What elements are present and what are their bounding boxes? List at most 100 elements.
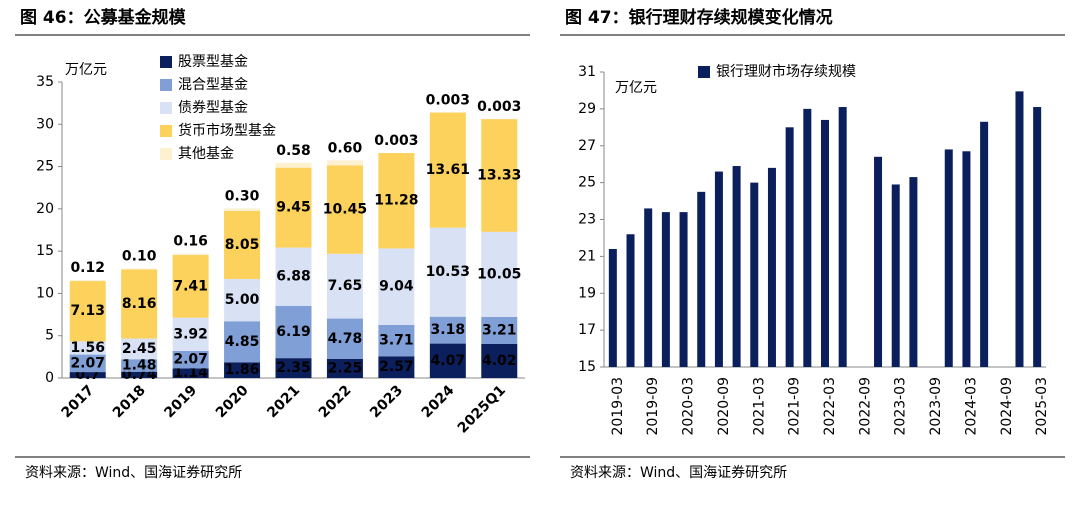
x-tick-label: 2019-09 — [645, 377, 661, 436]
x-tick-label: 2024-03 — [963, 377, 979, 436]
value-label: 8.16 — [122, 296, 157, 312]
bar — [481, 316, 518, 345]
bar — [275, 162, 312, 168]
value-label: 2.35 — [276, 360, 311, 376]
x-tick-label: 2020-09 — [716, 377, 732, 436]
x-tick-label: 2020-03 — [681, 377, 697, 436]
value-label: 0.12 — [70, 260, 105, 276]
legend-label: 债券型基金 — [178, 99, 248, 116]
bar — [1015, 91, 1024, 367]
bar — [429, 316, 466, 344]
x-tick-label: 2019-03 — [610, 377, 626, 436]
value-label: 4.78 — [328, 331, 363, 347]
bar — [172, 317, 209, 351]
bar — [69, 281, 106, 342]
value-label: 7.65 — [328, 278, 363, 294]
bar — [767, 167, 776, 367]
bar — [224, 210, 261, 279]
bar — [962, 151, 971, 367]
bar — [378, 356, 415, 378]
value-label: 6.88 — [276, 269, 311, 285]
bar — [224, 278, 261, 322]
y-tick-label: 0 — [45, 370, 54, 386]
x-tick-label: 2024-09 — [999, 377, 1015, 436]
legend-label: 货币市场型基金 — [178, 122, 276, 139]
y-tick-label: 15 — [36, 243, 54, 259]
value-label: 11.28 — [374, 193, 418, 209]
x-tick-label: 2022 — [316, 382, 355, 421]
bar — [785, 127, 794, 367]
bar — [980, 121, 989, 367]
bar — [121, 268, 158, 270]
y-tick-label: 5 — [45, 328, 54, 344]
value-label: 6.19 — [276, 324, 311, 340]
value-label: 7.13 — [70, 303, 105, 319]
chart-title: 图 46：公募基金规模 — [20, 7, 187, 28]
bar — [661, 212, 670, 367]
bar — [732, 166, 741, 367]
value-label: 0.003 — [374, 133, 418, 149]
bar — [172, 255, 209, 318]
chart-title: 图 47：银行理财存续规模变化情况 — [565, 7, 833, 28]
bar — [326, 253, 363, 319]
bar — [644, 208, 653, 367]
y-tick-label: 29 — [578, 101, 596, 117]
bar — [697, 191, 706, 367]
y-tick-label: 31 — [578, 64, 596, 80]
value-label: 13.61 — [426, 162, 470, 178]
value-label: 2.07 — [173, 352, 208, 368]
x-tick-label: 2025Q1 — [455, 382, 509, 436]
bar — [121, 371, 158, 378]
value-label: 0.16 — [173, 234, 208, 250]
x-tick-label: 2019 — [161, 382, 200, 421]
bar — [838, 107, 847, 367]
bar — [275, 358, 312, 378]
value-label: 1.56 — [70, 340, 105, 356]
y-tick-label: 35 — [36, 74, 54, 90]
bar — [172, 368, 209, 378]
legend-swatch — [160, 102, 172, 114]
value-label: 0.003 — [477, 99, 521, 115]
value-label: 4.85 — [225, 334, 260, 350]
y-tick-label: 21 — [578, 248, 596, 264]
x-tick-label: 2021-03 — [751, 377, 767, 436]
x-tick-label: 2025-03 — [1034, 377, 1050, 436]
x-tick-label: 2021 — [264, 382, 303, 421]
x-tick-label: 2023-09 — [928, 377, 944, 436]
bar — [481, 231, 518, 317]
bar — [224, 208, 261, 211]
y-tick-label: 25 — [578, 175, 596, 191]
x-tick-label: 2017 — [59, 382, 98, 421]
bar — [608, 249, 617, 367]
bar — [224, 362, 261, 378]
value-label: 2.45 — [122, 341, 157, 357]
x-tick-label: 2018 — [110, 382, 149, 421]
value-label: 4.07 — [431, 353, 466, 369]
bar — [378, 324, 415, 357]
bar — [429, 343, 466, 378]
value-label: 5.00 — [225, 292, 260, 308]
value-label: 1.48 — [122, 357, 157, 373]
value-label: 10.05 — [477, 266, 521, 282]
bar — [679, 212, 688, 367]
legend-label: 银行理财市场存续规模 — [716, 63, 856, 80]
value-label: 9.04 — [379, 279, 414, 295]
value-label: 3.21 — [482, 322, 517, 338]
y-tick-label: 10 — [36, 285, 54, 301]
value-label: 1.14 — [173, 365, 208, 381]
y-tick-label: 20 — [36, 201, 54, 217]
value-label: 0.60 — [328, 140, 363, 156]
bar — [626, 234, 635, 367]
legend-label: 混合型基金 — [178, 76, 248, 93]
bar — [821, 119, 829, 367]
value-label: 7.41 — [173, 278, 208, 294]
bar — [69, 354, 106, 373]
value-label: 0.30 — [225, 188, 260, 204]
y-tick-label: 19 — [578, 285, 596, 301]
value-label: 3.92 — [173, 326, 208, 342]
source: 资料来源：Wind、国海证券研究所 — [25, 465, 242, 481]
bar — [429, 227, 466, 317]
bar — [121, 269, 158, 339]
y-tick-label: 15 — [578, 359, 596, 375]
